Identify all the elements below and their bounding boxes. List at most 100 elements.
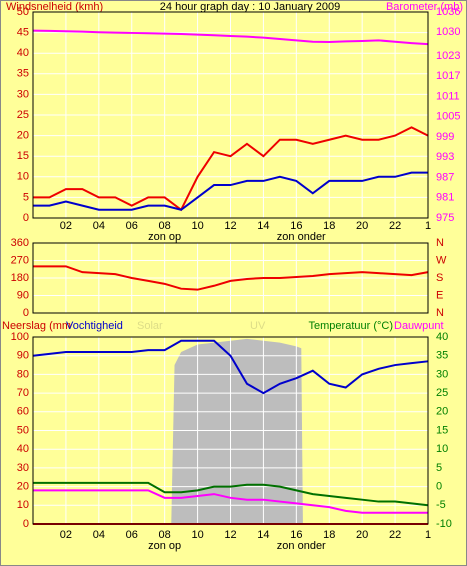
x-tick-label: 20 [356,220,368,232]
x-tick-label: 16 [290,529,302,541]
humidity-label: Vochtigheid [66,320,123,332]
y-tick-label: 100 [11,331,29,343]
solar-label: Solar [137,320,163,332]
solar-area [171,338,303,524]
x-tick-label: 18 [323,529,335,541]
y2-tick-label: 35 [436,350,448,362]
x-tick-label: 06 [126,220,138,232]
x-tick-label: 12 [224,220,236,232]
y-tick-label: 70 [17,387,29,399]
series-line [32,339,429,395]
x-tick-label: 14 [257,529,269,541]
x-tick-label: 04 [93,529,105,541]
y-tick-label: 10 [17,499,29,511]
y2-tick-label: 30 [436,368,448,380]
y-tick-label: 180 [11,272,29,284]
y-tick-label: 5 [23,191,29,203]
y2-tick-label: 1005 [436,111,460,123]
y2-tick-label: 15 [436,424,448,436]
y-tick-label: 10 [17,171,29,183]
y-tick-label: 0 [23,212,29,224]
y-tick-label: 30 [17,88,29,100]
plot-border [32,242,429,314]
y-tick-label: 50 [17,6,29,18]
x-tick-label: 18 [323,220,335,232]
y-tick-label: 270 [11,254,29,266]
y2-tick-label: -10 [436,518,452,530]
y2-tick-label: 5 [436,462,442,474]
y-tick-label: 20 [17,130,29,142]
barometer-label: Barometer (mb) [386,1,463,13]
y-tick-label: 0 [23,518,29,530]
x-tick-label: 06 [126,529,138,541]
dewpoint-label: Dauwpunt [394,320,444,332]
x-tick-label: 02 [60,220,72,232]
x-tick-label: 16 [290,220,302,232]
y-tick-label: 20 [17,481,29,493]
series-line [33,265,429,291]
y-tick-label: 80 [17,368,29,380]
y2-tick-label: 1023 [436,50,460,62]
y2-tick-label: 999 [436,131,454,143]
y2-tick-label: N [436,237,444,249]
x-tick-label: 04 [93,220,105,232]
y-tick-label: 50 [17,424,29,436]
x-tick-label: 22 [389,220,401,232]
y-tick-label: 0 [23,307,29,319]
y-tick-label: 45 [17,27,29,39]
y-tick-label: 40 [17,47,29,59]
annotation: zon onder [277,540,326,552]
y2-tick-label: 975 [436,212,454,224]
x-tick-label: 10 [191,529,203,541]
chart-title: 24 hour graph day : 10 January 2009 [160,1,340,13]
y2-tick-label: 20 [436,406,448,418]
annotation: zon op [148,231,181,243]
annotation: zon onder [277,231,326,243]
x-tick-label: 14 [257,220,269,232]
y2-tick-label: 987 [436,171,454,183]
temperature-label: Temperatuur (°C) [309,320,393,332]
y2-tick-label: W [436,254,447,266]
x-tick-label: 08 [159,529,171,541]
y2-tick-label: 1017 [436,70,460,82]
series-line [33,481,429,507]
x-tick-label: 02 [60,529,72,541]
y2-tick-label: 1036 [436,6,460,18]
y2-tick-label: 0 [436,481,442,493]
x-tick-label: 22 [389,529,401,541]
y2-tick-label: 1030 [436,26,460,38]
series-line [33,126,429,212]
series-line [33,489,428,514]
y2-tick-label: 1011 [436,90,460,102]
x-tick-label: 08 [159,220,171,232]
y2-tick-label: 25 [436,387,448,399]
x-tick-label: 12 [224,529,236,541]
series-line [33,171,428,211]
y2-tick-label: N [436,307,444,319]
y2-tick-label: 40 [436,331,448,343]
y-tick-label: 40 [17,443,29,455]
y2-tick-label: -5 [436,499,446,511]
x-tick-label: 10 [191,220,203,232]
uv-label: UV [250,320,266,332]
x-tick-label: 1 [425,220,431,232]
y-tick-label: 90 [17,289,29,301]
y-tick-label: 60 [17,406,29,418]
y2-tick-label: S [436,272,443,284]
y-tick-label: 35 [17,68,29,80]
y-tick-label: 90 [17,350,29,362]
y2-tick-label: E [436,289,443,301]
y2-tick-label: 993 [436,151,454,163]
x-tick-label: 1 [425,529,431,541]
y-tick-label: 30 [17,462,29,474]
plot-border [32,11,429,219]
y2-tick-label: 981 [436,192,454,204]
y-tick-label: 25 [17,109,29,121]
x-tick-label: 20 [356,529,368,541]
y2-tick-label: 10 [436,443,448,455]
wind-axis-label: Windsnelheid (kmh) [6,1,103,13]
series-line [32,29,429,46]
y-tick-label: 360 [11,237,29,249]
plot-border [32,336,429,525]
